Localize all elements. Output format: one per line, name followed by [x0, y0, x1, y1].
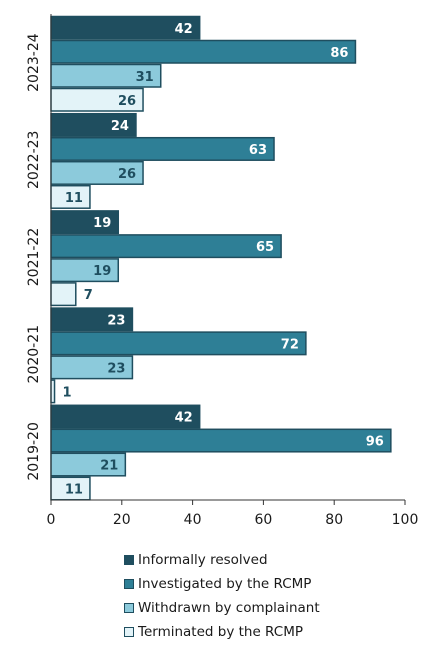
x-tick-label: 40	[184, 512, 202, 528]
bar	[50, 234, 282, 259]
legend-label: Informally resolved	[138, 552, 268, 568]
legend-swatch	[124, 579, 134, 589]
bar	[50, 428, 392, 453]
data-label: 23	[107, 361, 125, 376]
legend-item: Withdrawn by complainant	[124, 596, 424, 620]
data-label: 24	[111, 119, 129, 134]
data-label: 21	[100, 459, 118, 474]
legend-item: Investigated by the RCMP	[124, 572, 424, 596]
legend-swatch	[124, 555, 134, 565]
legend: Informally resolved Investigated by the R…	[124, 548, 424, 644]
data-label: 7	[84, 288, 93, 303]
x-tick-label: 100	[392, 512, 419, 528]
legend-swatch	[124, 603, 134, 613]
data-label: 19	[93, 216, 111, 231]
bar	[50, 379, 56, 404]
legend-label: Withdrawn by complainant	[138, 600, 320, 616]
bar-chart: 428631262023-24246326112022-231965197202…	[26, 14, 419, 528]
bar	[50, 282, 77, 307]
legend-item: Terminated by the RCMP	[124, 620, 424, 644]
data-label: 63	[249, 143, 267, 158]
data-label: 26	[118, 167, 136, 182]
data-label: 11	[65, 483, 83, 498]
data-label: 42	[175, 411, 193, 426]
x-tick-label: 0	[47, 512, 56, 528]
data-label: 42	[175, 22, 193, 37]
data-label: 65	[256, 240, 274, 255]
x-tick-label: 80	[325, 512, 343, 528]
legend-item: Informally resolved	[124, 548, 424, 572]
data-label: 31	[136, 70, 154, 85]
data-label: 86	[330, 46, 348, 61]
category-label: 2021-22	[26, 228, 42, 287]
x-tick-label: 20	[113, 512, 131, 528]
data-label: 23	[107, 313, 125, 328]
x-tick-label: 60	[254, 512, 272, 528]
data-label: 96	[366, 435, 384, 450]
category-label: 2019-20	[26, 422, 42, 481]
data-label: 1	[63, 385, 72, 400]
data-label: 19	[93, 264, 111, 279]
bar	[50, 39, 357, 64]
category-label: 2020-21	[26, 325, 42, 384]
chart-area: 42 86 31 26 2023-24 24 63 26 11 2022-23 19 65 19 7 202…	[26, 14, 419, 528]
category-label: 2022-23	[26, 131, 42, 190]
bar	[50, 331, 307, 356]
data-label: 26	[118, 94, 136, 109]
legend-label: Terminated by the RCMP	[138, 624, 303, 640]
bar	[50, 136, 275, 161]
legend-swatch	[124, 627, 134, 637]
data-label: 11	[65, 191, 83, 206]
legend-label: Investigated by the RCMP	[138, 576, 312, 592]
data-label: 72	[281, 337, 299, 352]
category-label: 2023-24	[26, 33, 42, 92]
